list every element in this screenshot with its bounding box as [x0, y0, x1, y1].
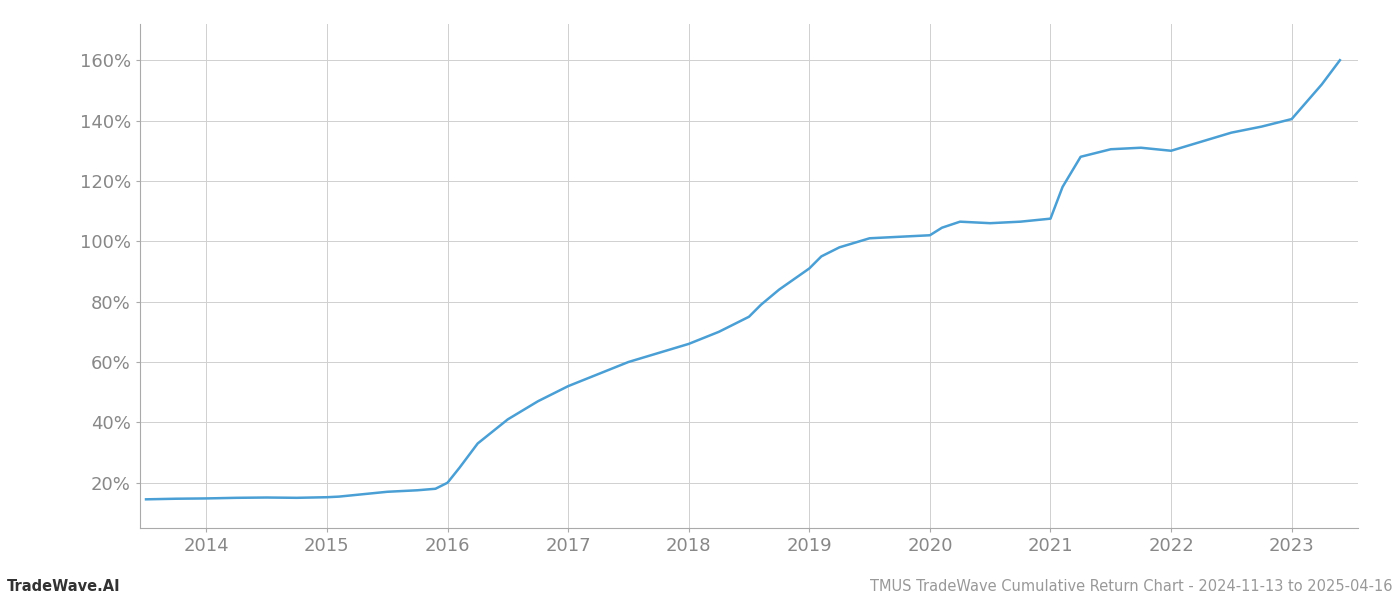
Text: TMUS TradeWave Cumulative Return Chart - 2024-11-13 to 2025-04-16: TMUS TradeWave Cumulative Return Chart -… — [871, 579, 1393, 594]
Text: TradeWave.AI: TradeWave.AI — [7, 579, 120, 594]
